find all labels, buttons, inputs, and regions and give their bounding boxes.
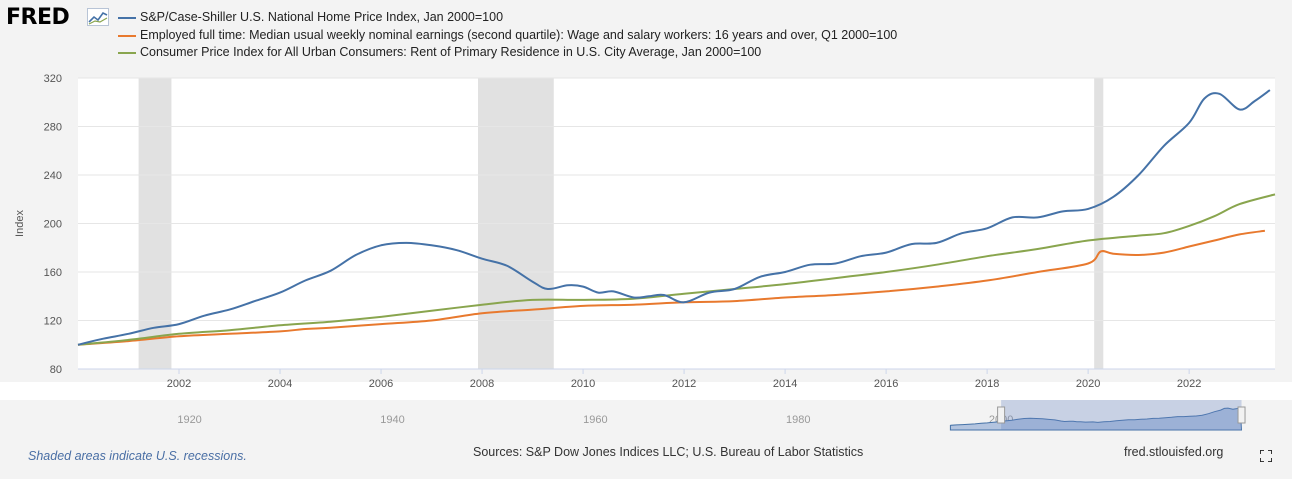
line-graph-icon [87, 8, 109, 26]
y-tick-label: 240 [44, 170, 62, 182]
x-tick-label: 2006 [369, 378, 393, 390]
y-tick-label: 80 [50, 364, 62, 376]
x-tick-label: 2018 [975, 378, 999, 390]
navigator-year-label: 1980 [786, 414, 810, 426]
x-tick-label: 2008 [470, 378, 494, 390]
y-tick-label: 160 [44, 267, 62, 279]
chart-footer: Shaded areas indicate U.S. recessions. S… [0, 436, 1292, 479]
x-tick-label: 2010 [571, 378, 595, 390]
x-tick-label: 2002 [167, 378, 191, 390]
site-link[interactable]: fred.stlouisfed.org [1124, 445, 1224, 459]
fred-logo[interactable]: FRED [6, 5, 70, 30]
fullscreen-icon[interactable] [1260, 450, 1272, 462]
y-tick-label: 280 [44, 122, 62, 134]
series-line-home-price [77, 89, 1271, 346]
x-tick-label: 2020 [1076, 378, 1100, 390]
legend-swatch-earnings [118, 35, 136, 37]
range-navigator[interactable]: 192019401960198020002020 [0, 400, 1292, 436]
x-tick-label: 2014 [773, 378, 797, 390]
legend-label-earnings: Employed full time: Median usual weekly … [140, 28, 898, 42]
navigator-year-label: 1960 [583, 414, 607, 426]
navigator-year-label: 1920 [177, 414, 201, 426]
series-line-earnings [77, 229, 1266, 346]
x-tick-label: 2016 [874, 378, 898, 390]
navigator-selection[interactable] [1001, 400, 1242, 430]
legend-label-home-price: S&P/Case-Shiller U.S. National Home Pric… [140, 10, 504, 24]
navigator-handle-right[interactable] [1237, 406, 1246, 424]
y-tick-label: 120 [44, 316, 62, 328]
legend-swatch-rent-cpi [118, 52, 136, 54]
y-tick-label: 200 [44, 219, 62, 231]
y-axis-label: Index [14, 210, 26, 237]
recession-note: Shaded areas indicate U.S. recessions. [28, 449, 247, 463]
sources-text: Sources: S&P Dow Jones Indices LLC; U.S.… [473, 445, 864, 459]
chart-header: FRED S&P/Case-Shiller U.S. National Home… [0, 0, 1292, 70]
x-tick-label: 2004 [268, 378, 292, 390]
navigator-year-label: 1940 [380, 414, 404, 426]
navigator-handle-left[interactable] [997, 406, 1006, 424]
line-chart[interactable]: 80 120 160 200 240 280 320 2002 2004 2006 2008 2010… [0, 70, 1292, 400]
y-tick-label: 320 [44, 73, 62, 85]
x-tick-label: 2012 [672, 378, 696, 390]
legend-label-rent-cpi: Consumer Price Index for All Urban Consu… [140, 45, 762, 59]
x-tick-label: 2022 [1177, 378, 1201, 390]
legend-swatch-home-price [118, 17, 136, 19]
